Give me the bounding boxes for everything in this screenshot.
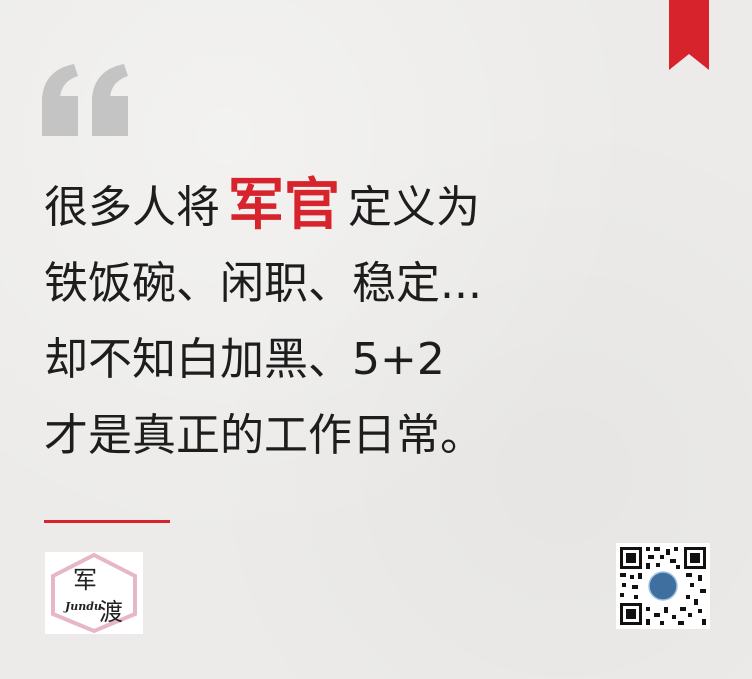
accent-divider [44, 520, 170, 523]
brand-logo: 军 Jundu 渡 [45, 552, 143, 634]
bookmark-icon [669, 0, 709, 70]
logo-hexagon-icon [51, 552, 137, 634]
logo-latin: Jundu [65, 600, 102, 613]
quote-line-4: 才是真正的工作日常。 [44, 410, 484, 461]
quote-line-3: 却不知白加黑、5+2 [44, 334, 445, 385]
quote-line-1-before: 很多人将 [44, 182, 220, 233]
quote-line-2: 铁饭碗、闲职、稳定... [44, 258, 482, 309]
logo-char-1: 军 [73, 566, 97, 594]
quote-mark-icon [42, 64, 128, 136]
quote-highlight: 军官 [228, 173, 340, 238]
qr-code-image [620, 547, 706, 625]
quote-text: 很多人将 军官 定义为 铁饭碗、闲职、稳定... 却不知白加黑、5+2 才是真正的工… [44, 168, 724, 474]
quote-line-1: 很多人将 军官 定义为 [44, 168, 724, 246]
quote-line-1-after: 定义为 [348, 182, 480, 233]
logo-char-2: 渡 [99, 598, 123, 626]
qr-code [616, 543, 710, 629]
